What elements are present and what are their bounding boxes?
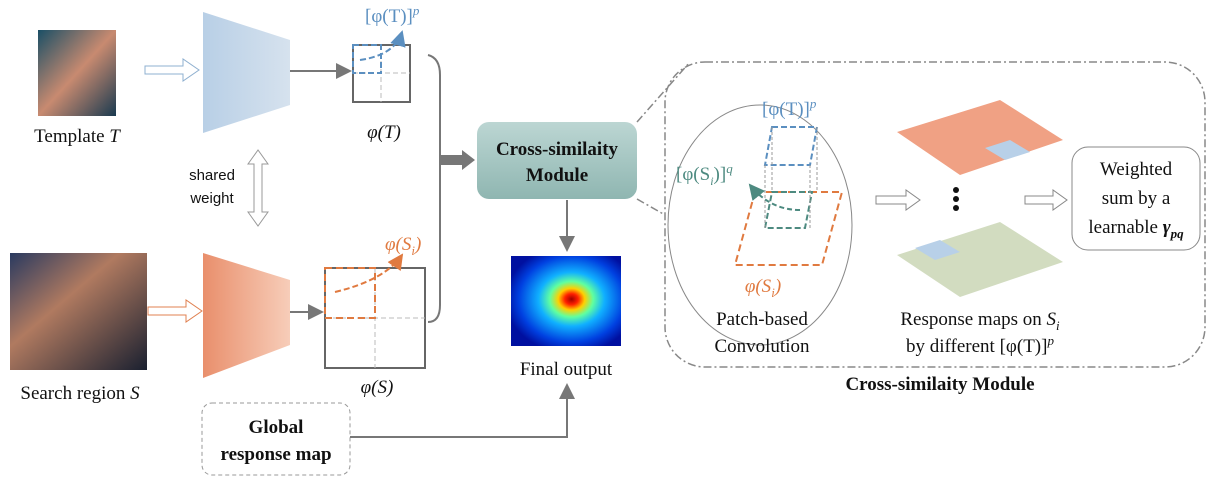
arrow bbox=[876, 190, 920, 210]
dot bbox=[953, 187, 959, 193]
arrow bbox=[335, 255, 402, 292]
shared-label: weight bbox=[189, 190, 234, 207]
detail-phi-s-i: φ(Si) bbox=[745, 276, 781, 300]
connector bbox=[428, 55, 440, 322]
zoom-line bbox=[637, 62, 690, 215]
patch bbox=[353, 45, 381, 73]
search-label: Search region S bbox=[20, 383, 140, 404]
heatmap bbox=[511, 256, 621, 346]
conv-label: Patch-based bbox=[716, 309, 808, 330]
weighted-label: Weighted bbox=[1100, 159, 1173, 180]
arrow bbox=[148, 300, 202, 322]
arrow bbox=[1025, 190, 1067, 210]
phi-s-i: φ(Si) bbox=[385, 234, 421, 258]
response-label: by different [φ(T)]p bbox=[906, 333, 1054, 357]
dot bbox=[953, 196, 959, 202]
response-map bbox=[897, 222, 1063, 297]
final-output: Final output bbox=[520, 359, 613, 380]
response-label: Response maps on Si bbox=[900, 309, 1060, 333]
module-title: Module bbox=[526, 165, 588, 186]
detail-phi-s-i-q: [φ(Si)]q bbox=[676, 161, 733, 188]
template-patch bbox=[765, 127, 817, 165]
patch bbox=[325, 268, 375, 318]
template-image bbox=[38, 30, 116, 116]
arrow bbox=[145, 59, 199, 81]
shared-label: shared bbox=[189, 167, 235, 184]
global-label: response map bbox=[220, 444, 331, 465]
weighted-label: learnable γpq bbox=[1088, 217, 1184, 241]
detail-phi-t-p: [φ(T)]p bbox=[762, 96, 817, 120]
weighted-label: sum by a bbox=[1102, 188, 1171, 209]
diagram: Template T Search region S shared weight… bbox=[0, 0, 1210, 479]
conv-label: Convolution bbox=[714, 336, 810, 357]
double-arrow bbox=[248, 150, 268, 226]
module-title: Cross-similaity bbox=[496, 139, 619, 160]
phi-t-p: [φ(T)]p bbox=[365, 3, 420, 27]
template-label: Template T bbox=[34, 126, 121, 147]
network-branch bbox=[203, 12, 290, 133]
dot bbox=[953, 205, 959, 211]
network-branch bbox=[203, 253, 290, 378]
module-box bbox=[477, 122, 637, 199]
global-label: Global bbox=[249, 417, 304, 438]
arrow bbox=[440, 150, 475, 170]
response-map bbox=[897, 100, 1063, 175]
module-label: Cross-similaity Module bbox=[845, 374, 1034, 395]
phi-s: φ(S) bbox=[361, 377, 394, 398]
search-image bbox=[10, 253, 147, 370]
arrow bbox=[750, 185, 800, 210]
projection bbox=[765, 127, 817, 228]
phi-t: φ(T) bbox=[367, 122, 401, 143]
